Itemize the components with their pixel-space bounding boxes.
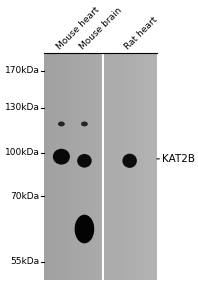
Text: 55kDa: 55kDa	[10, 257, 40, 266]
Ellipse shape	[58, 122, 65, 126]
Text: 130kDa: 130kDa	[5, 103, 40, 112]
Ellipse shape	[122, 154, 137, 168]
Ellipse shape	[81, 122, 88, 126]
Text: Mouse brain: Mouse brain	[78, 6, 124, 52]
Text: 70kDa: 70kDa	[10, 192, 40, 201]
Ellipse shape	[77, 154, 92, 168]
Text: KAT2B: KAT2B	[157, 154, 195, 164]
Text: Rat heart: Rat heart	[123, 15, 160, 52]
Text: 100kDa: 100kDa	[5, 148, 40, 157]
Text: Mouse heart: Mouse heart	[55, 5, 101, 52]
Ellipse shape	[75, 215, 94, 243]
Ellipse shape	[53, 149, 70, 165]
Text: 170kDa: 170kDa	[5, 66, 40, 75]
